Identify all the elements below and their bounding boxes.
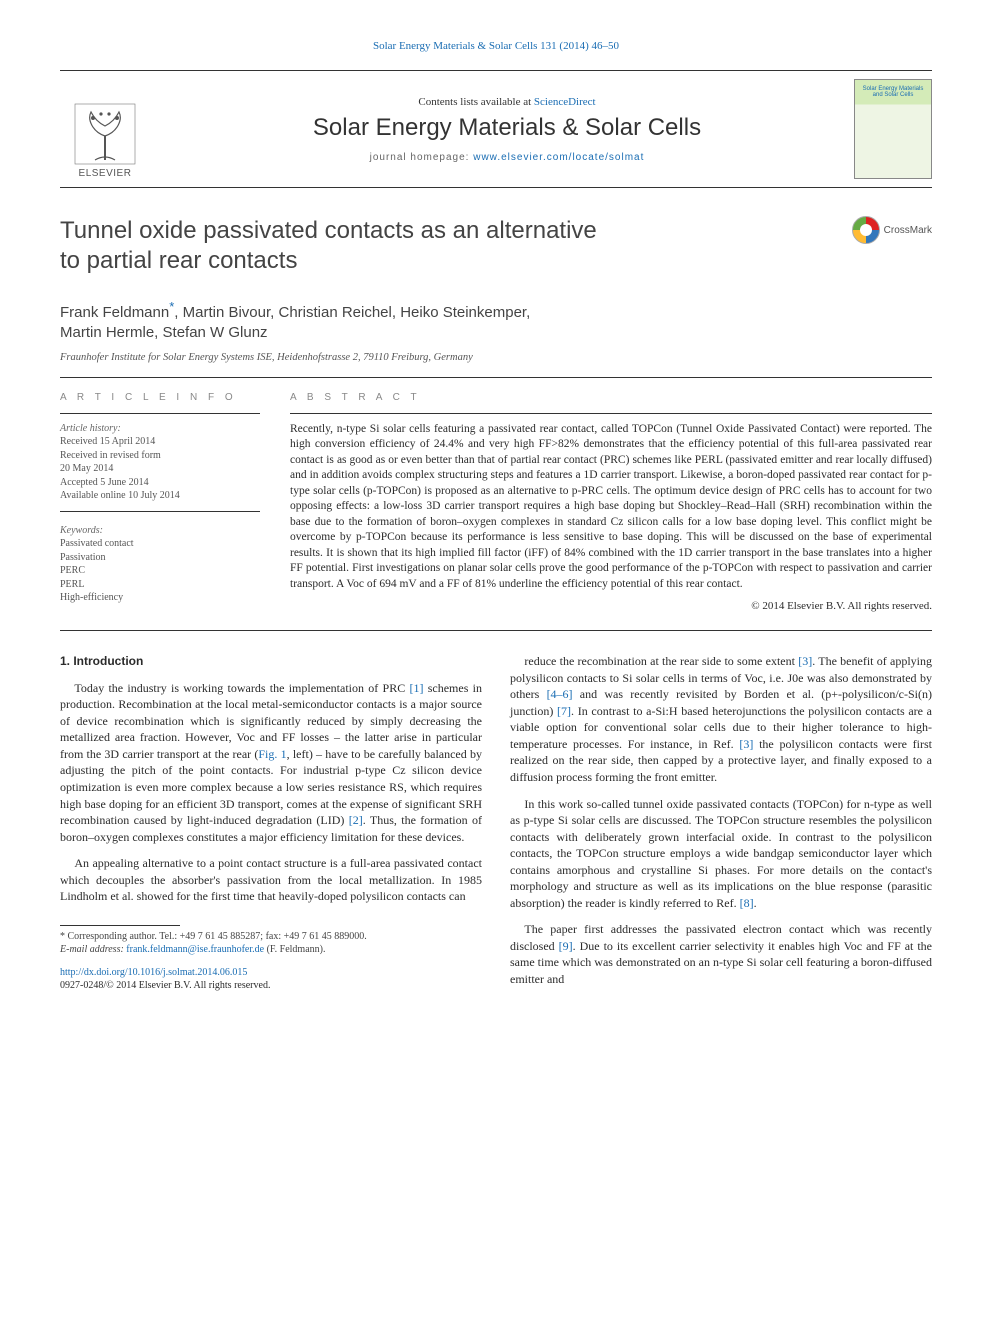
ref-3[interactable]: [3] — [798, 654, 812, 668]
publisher-name: ELSEVIER — [79, 168, 132, 179]
ref-8[interactable]: [8] — [740, 896, 754, 910]
history-label: Article history: — [60, 422, 260, 436]
copyright: © 2014 Elsevier B.V. All rights reserved… — [290, 600, 932, 612]
affiliation: Fraunhofer Institute for Solar Energy Sy… — [60, 352, 932, 363]
footnote-rule — [60, 925, 180, 926]
article-title: Tunnel oxide passivated contacts as an a… — [60, 216, 852, 276]
rule-bottom — [60, 630, 932, 631]
para-5: The paper first addresses the passivated… — [510, 921, 932, 987]
article-info-heading: A R T I C L E I N F O — [60, 392, 260, 403]
masthead: ELSEVIER Contents lists available at Sci… — [60, 70, 932, 188]
keyword-3: PERL — [60, 578, 260, 592]
journal-reference[interactable]: Solar Energy Materials & Solar Cells 131… — [60, 40, 932, 52]
rule-info — [60, 413, 260, 414]
contents-line: Contents lists available at ScienceDirec… — [160, 96, 854, 108]
sciencedirect-link[interactable]: ScienceDirect — [534, 96, 596, 108]
history-online: Available online 10 July 2014 — [60, 489, 260, 503]
keywords-label: Keywords: — [60, 524, 260, 538]
abstract-heading: A B S T R A C T — [290, 392, 932, 403]
corresponding-footnote: * Corresponding author. Tel.: +49 7 61 4… — [60, 930, 482, 956]
doi-block: http://dx.doi.org/10.1016/j.solmat.2014.… — [60, 966, 482, 992]
ref-9[interactable]: [9] — [559, 939, 573, 953]
doi-link[interactable]: http://dx.doi.org/10.1016/j.solmat.2014.… — [60, 967, 247, 978]
ref-7[interactable]: [7] — [557, 704, 571, 718]
para-1: Today the industry is working towards th… — [60, 680, 482, 845]
para-3: reduce the recombination at the rear sid… — [510, 653, 932, 785]
homepage-link[interactable]: www.elsevier.com/locate/solmat — [473, 152, 644, 163]
keyword-1: Passivation — [60, 551, 260, 565]
ref-4-6[interactable]: [4–6] — [547, 687, 573, 701]
rule-kw — [60, 511, 260, 512]
section-1-heading: 1. Introduction — [60, 653, 482, 670]
history-received: Received 15 April 2014 — [60, 435, 260, 449]
publisher-logo[interactable]: ELSEVIER — [60, 79, 150, 179]
keyword-4: High-efficiency — [60, 591, 260, 605]
ref-1[interactable]: [1] — [409, 681, 423, 695]
authors: Frank Feldmann*, Martin Bivour, Christia… — [60, 298, 932, 344]
history-accepted: Accepted 5 June 2014 — [60, 476, 260, 490]
history-revised-1: Received in revised form — [60, 449, 260, 463]
crossmark-icon — [852, 216, 880, 244]
body-col-right: reduce the recombination at the rear sid… — [510, 653, 932, 997]
journal-name: Solar Energy Materials & Solar Cells — [160, 114, 854, 142]
para-2: An appealing alternative to a point cont… — [60, 855, 482, 905]
rule-abs — [290, 413, 932, 414]
homepage-line: journal homepage: www.elsevier.com/locat… — [160, 152, 854, 163]
history-revised-2: 20 May 2014 — [60, 462, 260, 476]
journal-cover-thumb[interactable]: Solar Energy Materials and Solar Cells — [854, 79, 932, 179]
abstract-text: Recently, n-type Si solar cells featurin… — [290, 422, 932, 593]
fig-1-link[interactable]: Fig. 1 — [258, 747, 286, 761]
para-4: In this work so-called tunnel oxide pass… — [510, 796, 932, 912]
ref-3b[interactable]: [3] — [739, 737, 753, 751]
crossmark-badge[interactable]: CrossMark — [852, 216, 932, 244]
keyword-0: Passivated contact — [60, 537, 260, 551]
elsevier-tree-icon — [73, 102, 137, 166]
email-link[interactable]: frank.feldmann@ise.fraunhofer.de — [126, 944, 264, 955]
keyword-2: PERC — [60, 564, 260, 578]
ref-2[interactable]: [2] — [349, 813, 363, 827]
issn-line: 0927-0248/© 2014 Elsevier B.V. All right… — [60, 980, 270, 991]
body-col-left: 1. Introduction Today the industry is wo… — [60, 653, 482, 997]
